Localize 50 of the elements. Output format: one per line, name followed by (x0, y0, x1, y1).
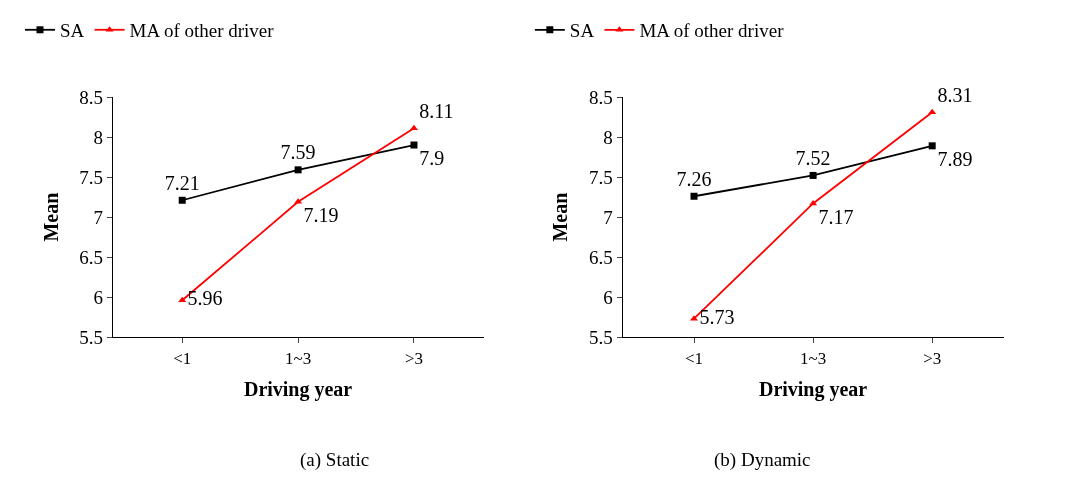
data-label: 8.31 (937, 83, 973, 106)
x-tick-label: 1~3 (800, 348, 827, 368)
data-label: 7.26 (676, 167, 712, 190)
data-label: 7.19 (303, 204, 339, 227)
x-tick-label: <1 (173, 348, 192, 368)
point (690, 192, 698, 200)
point (809, 171, 817, 179)
y-tick-label: 8.5 (79, 86, 103, 108)
y-tick-label: 6.5 (589, 246, 613, 268)
data-label: 7.59 (280, 141, 316, 164)
point (178, 296, 187, 303)
text: (b) Dynamic (714, 449, 811, 471)
y-tick-label: 5.5 (79, 326, 103, 348)
x-tick-label: <1 (684, 348, 704, 368)
text: (a) Static (300, 449, 370, 471)
y-axis-title: Mean (39, 192, 62, 242)
legend-label: SA (60, 20, 85, 42)
legend-label: MA of other driver (639, 20, 785, 42)
y-tick-label: 6 (93, 286, 103, 308)
x-axis-title: Driving year (243, 378, 353, 401)
x-tick-label: >3 (923, 348, 942, 368)
legend-label: SA (569, 20, 595, 42)
point (178, 196, 186, 204)
data-label: 7.21 (164, 171, 200, 194)
y-tick-label: 8.5 (589, 86, 613, 108)
x-axis-title: Driving year (758, 378, 868, 401)
legend-label: MA of other driver (129, 20, 275, 42)
y-tick-label: 8 (93, 126, 103, 148)
y-tick-label: 6.5 (79, 246, 103, 268)
data-label: 7.17 (818, 205, 854, 228)
y-tick-label: 7 (93, 206, 103, 228)
y-tick-label: 6 (603, 286, 613, 308)
y-tick-label: 7.5 (589, 166, 613, 188)
data-label: 5.96 (187, 287, 223, 310)
data-label: 7.52 (795, 147, 831, 170)
y-tick-label: 8 (603, 126, 613, 148)
y-tick-label: 7 (603, 206, 613, 228)
data-label: 5.73 (699, 305, 735, 328)
x-tick-label: >3 (404, 348, 424, 368)
point (928, 142, 936, 150)
y-tick-label: 7.5 (79, 166, 103, 188)
data-label: 8.11 (419, 99, 454, 122)
y-tick-label: 5.5 (589, 326, 613, 348)
y-axis-title: Mean (549, 192, 572, 242)
point (410, 141, 418, 149)
data-label: 7.9 (419, 147, 445, 170)
point (809, 199, 818, 206)
data-label: 7.89 (937, 148, 973, 171)
x-tick-label: 1~3 (285, 348, 312, 368)
point (294, 166, 302, 174)
